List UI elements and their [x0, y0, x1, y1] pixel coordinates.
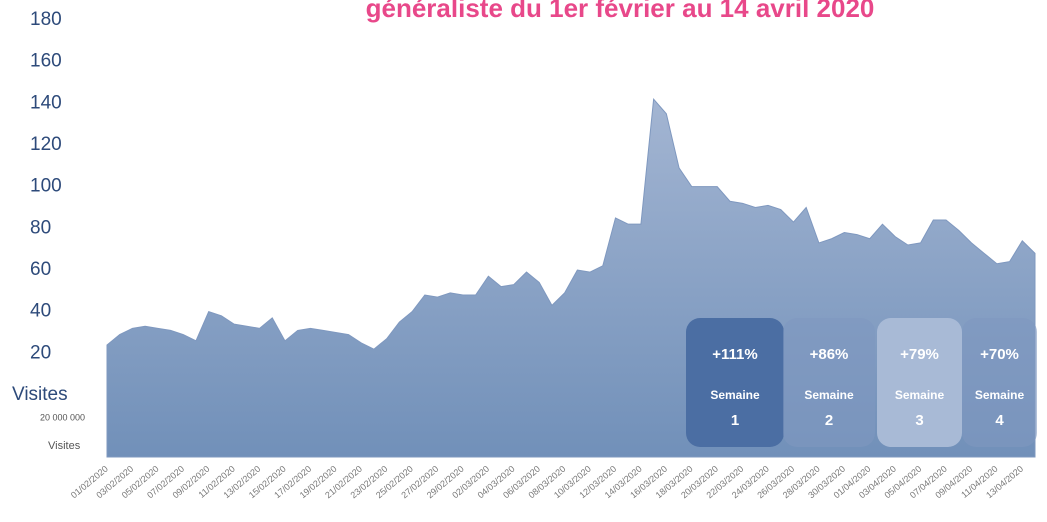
week-box [686, 318, 784, 447]
week-number: 3 [915, 412, 923, 429]
week-change: +111% [712, 346, 757, 363]
week-number: 1 [731, 412, 739, 429]
chart-title: généraliste du 1er février au 14 avril 2… [366, 0, 875, 23]
y-tick-label: 60 [30, 259, 51, 280]
week-number: 4 [995, 412, 1004, 429]
week-change: +79% [900, 346, 939, 363]
y-tick-label: 180 [30, 9, 62, 30]
week-label: Semaine [895, 388, 945, 402]
week-label: Semaine [710, 388, 760, 402]
week-number: 2 [825, 412, 833, 429]
y-tick-label: 20 [30, 342, 51, 363]
week-change: +86% [810, 346, 849, 363]
week-label: Semaine [804, 388, 854, 402]
week-label: Semaine [975, 388, 1025, 402]
y-tick-label: 140 [30, 92, 62, 113]
week-box [877, 318, 962, 447]
y-tick-label: 100 [30, 176, 62, 197]
annotation: 20 000 000 [40, 412, 85, 422]
y-tick-label: 40 [30, 301, 51, 322]
week-box [783, 318, 875, 447]
annotation: Visites [48, 440, 81, 452]
y-tick-label: 160 [30, 51, 62, 72]
y-tick-label: 120 [30, 134, 62, 155]
week-box [962, 318, 1037, 447]
y-axis-label: Visites [12, 384, 68, 405]
week-change: +70% [980, 346, 1019, 363]
y-tick-label: 80 [30, 217, 51, 238]
